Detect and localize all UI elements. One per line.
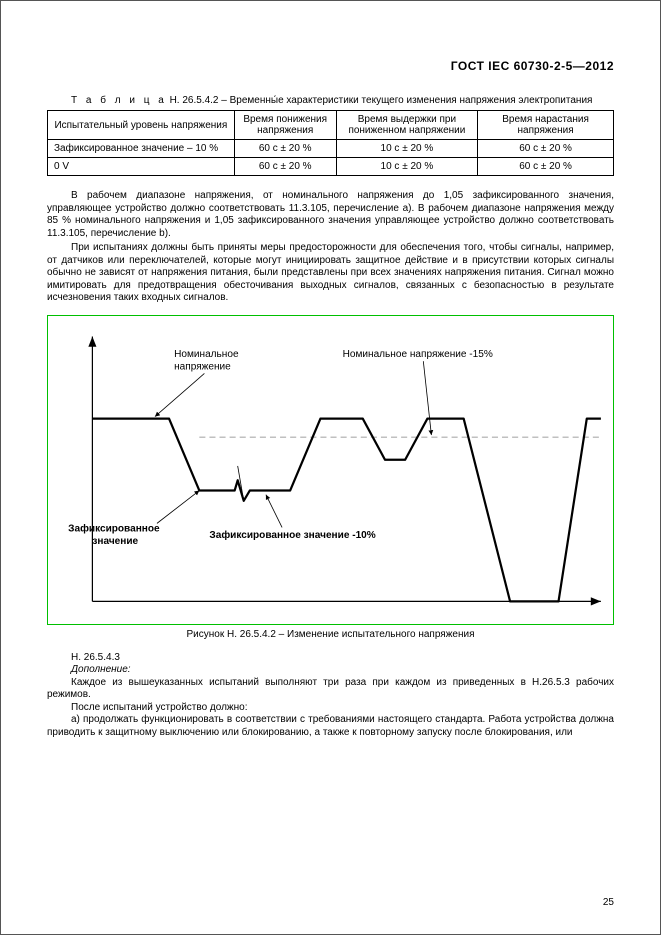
- svg-text:Зафиксированное значение -10%: Зафиксированное значение -10%: [209, 528, 375, 540]
- cell: Зафиксированное значение – 10 %: [48, 140, 235, 158]
- table-caption-text: – Временны́е характеристики текущего изм…: [221, 95, 592, 106]
- table-caption: Т а б л и ц а Н. 26.5.4.2 – Временны́е х…: [47, 95, 614, 106]
- svg-text:Номинальное напряжение -15%: Номинальное напряжение -15%: [343, 348, 493, 359]
- page-number: 25: [603, 897, 614, 908]
- table-caption-label: Т а б л и ц а: [71, 95, 167, 106]
- svg-text:Номинальное: Номинальное: [174, 348, 239, 359]
- paragraph: Каждое из вышеуказанных испытаний выполн…: [47, 677, 614, 702]
- cell: 60 с ± 20 %: [478, 140, 614, 158]
- cell: 0 V: [48, 158, 235, 176]
- paragraph: При испытаниях должны быть приняты меры …: [47, 242, 614, 305]
- th-level: Испытательный уровень напряжения: [48, 111, 235, 140]
- paragraph: a) продолжать функционировать в соответс…: [47, 714, 614, 739]
- table-row: Зафиксированное значение – 10 % 60 с ± 2…: [48, 140, 614, 158]
- after-figure-block: Н. 26.5.4.3 Дополнение: Каждое из вышеук…: [47, 652, 614, 740]
- addition-label: Дополнение:: [47, 664, 614, 677]
- figure-frame: Номинальное напряжение Номинальное напряже…: [47, 315, 614, 625]
- figure-caption: Рисунок Н. 26.5.4.2 – Изменение испытате…: [47, 629, 614, 640]
- table-caption-num: Н. 26.5.4.2: [170, 95, 219, 106]
- th-rise: Время нарастания напряжения: [478, 111, 614, 140]
- doc-header: ГОСТ IEC 60730-2-5—2012: [47, 59, 614, 73]
- svg-text:напряжение: напряжение: [174, 361, 231, 372]
- svg-text:значение: значение: [92, 535, 138, 546]
- cell: 10 с ± 20 %: [336, 140, 478, 158]
- cell: 60 с ± 20 %: [478, 158, 614, 176]
- cell: 10 с ± 20 %: [336, 158, 478, 176]
- body-text-block: В рабочем диапазоне напряжения, от номин…: [47, 190, 614, 305]
- paragraph: После испытаний устройство должно:: [47, 702, 614, 715]
- table-header-row: Испытательный уровень напряжения Время п…: [48, 111, 614, 140]
- clause-number: Н. 26.5.4.3: [47, 652, 614, 665]
- paragraph: В рабочем диапазоне напряжения, от номин…: [47, 190, 614, 240]
- cell: 60 с ± 20 %: [234, 158, 336, 176]
- figure-svg: Номинальное напряжение Номинальное напряже…: [48, 316, 613, 624]
- cell: 60 с ± 20 %: [234, 140, 336, 158]
- svg-text:Зафиксированное: Зафиксированное: [68, 522, 160, 534]
- table-row: 0 V 60 с ± 20 % 10 с ± 20 % 60 с ± 20 %: [48, 158, 614, 176]
- th-hold: Время выдержки при пониженном напряжении: [336, 111, 478, 140]
- timing-table: Испытательный уровень напряжения Время п…: [47, 110, 614, 176]
- th-fall: Время понижения напряжения: [234, 111, 336, 140]
